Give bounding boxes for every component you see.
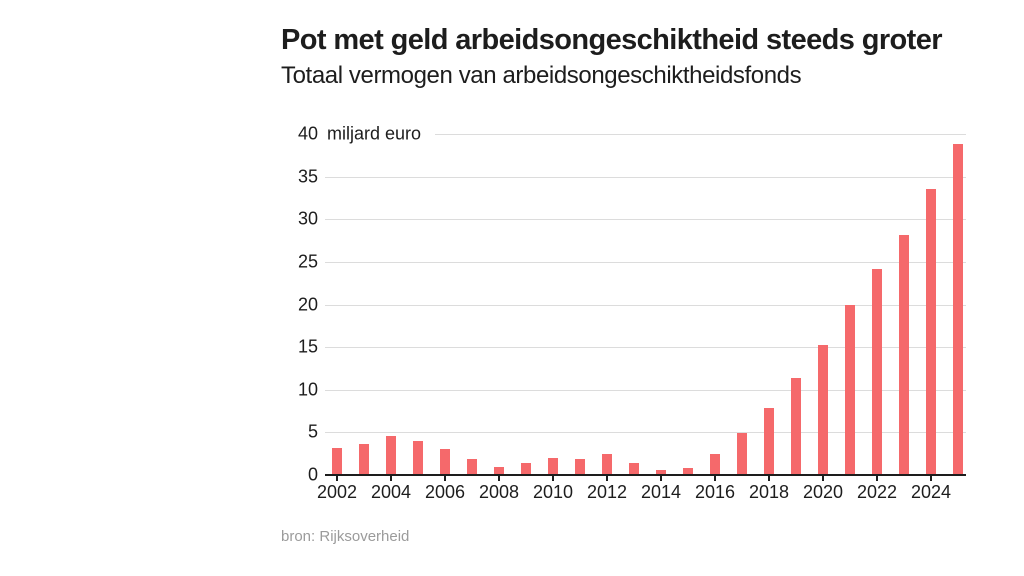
bar-2019 <box>791 377 801 475</box>
y-tick-label: 25 <box>297 251 318 272</box>
bar-2013 <box>629 463 639 475</box>
x-tick <box>336 475 338 481</box>
bar-2003 <box>359 444 369 475</box>
bar-2010 <box>548 457 558 475</box>
x-tick-label: 2016 <box>694 482 736 502</box>
x-tick-label: 2012 <box>586 482 628 502</box>
bar-2023 <box>899 234 909 475</box>
x-tick <box>714 475 716 481</box>
y-tick-label: 30 <box>297 208 318 229</box>
x-tick-label: 2018 <box>748 482 790 502</box>
chart-card: Pot met geld arbeidsongeschiktheid steed… <box>128 0 966 576</box>
gridline <box>325 432 966 434</box>
y-tick-label: 15 <box>297 336 318 357</box>
gridline <box>435 134 966 135</box>
bar-2012 <box>602 453 612 475</box>
x-axis-line <box>325 474 966 476</box>
x-tick-label: 2020 <box>802 482 844 502</box>
x-tick-label: 2002 <box>316 482 358 502</box>
x-tick <box>552 475 554 481</box>
x-tick-label: 2014 <box>640 482 682 502</box>
bar-2014 <box>656 469 666 475</box>
x-tick <box>444 475 446 481</box>
bar-2015 <box>683 468 693 475</box>
x-tick <box>930 475 932 481</box>
gridline <box>325 176 966 178</box>
bar-2017 <box>737 433 747 475</box>
y-axis-unit-label: miljard euro <box>327 123 422 144</box>
bar-2009 <box>521 463 531 475</box>
bar-2008 <box>494 467 504 475</box>
bar-2004 <box>386 435 396 475</box>
x-tick <box>660 475 662 481</box>
x-tick <box>498 475 500 481</box>
x-tick <box>768 475 770 481</box>
bar-2025 <box>953 144 963 475</box>
y-tick-label: 20 <box>297 294 318 314</box>
x-tick <box>876 475 878 481</box>
bar-2021 <box>845 304 855 475</box>
bar-2024 <box>926 188 936 475</box>
bar-2022 <box>872 268 882 475</box>
x-tick-label: 2022 <box>856 482 898 502</box>
x-tick <box>606 475 608 481</box>
bar-2018 <box>764 407 774 475</box>
source-note: bron: Rijksoverheid <box>281 528 410 545</box>
bar-2006 <box>440 448 450 475</box>
bar-2016 <box>710 453 720 475</box>
x-tick-label: 2004 <box>370 482 412 502</box>
x-tick-label: 2006 <box>424 482 466 502</box>
bar-2007 <box>467 458 477 475</box>
bar-2011 <box>575 458 585 475</box>
y-tick-label: 5 <box>307 421 318 442</box>
bar-2002 <box>332 447 342 475</box>
bar-2005 <box>413 440 423 475</box>
gridline <box>325 219 966 221</box>
x-tick-label: 2024 <box>910 482 952 502</box>
gridline <box>325 261 966 263</box>
plot-area <box>325 134 966 481</box>
y-tick-label: 0 <box>307 464 318 485</box>
y-tick-label: 10 <box>297 379 318 400</box>
gridline <box>325 304 966 306</box>
x-tick-label: 2010 <box>532 482 574 502</box>
gridline <box>325 347 966 349</box>
bar-2020 <box>818 345 828 475</box>
x-tick <box>822 475 824 481</box>
y-tick-label: 40 <box>297 123 318 144</box>
chart-subtitle: Totaal vermogen van arbeidsongeschikthei… <box>281 62 802 89</box>
x-tick-label: 2008 <box>478 482 520 502</box>
x-tick <box>390 475 392 481</box>
chart-title: Pot met geld arbeidsongeschiktheid steed… <box>281 24 943 56</box>
gridline <box>325 389 966 391</box>
y-tick-label: 35 <box>297 166 318 187</box>
